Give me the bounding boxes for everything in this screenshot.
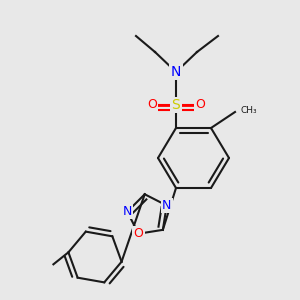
- Text: O: O: [134, 227, 143, 240]
- Text: S: S: [172, 98, 180, 112]
- Text: N: N: [162, 199, 171, 212]
- Text: O: O: [195, 98, 205, 112]
- Text: O: O: [147, 98, 157, 112]
- Text: N: N: [171, 65, 181, 79]
- Text: CH₃: CH₃: [240, 106, 257, 115]
- Text: N: N: [123, 205, 132, 218]
